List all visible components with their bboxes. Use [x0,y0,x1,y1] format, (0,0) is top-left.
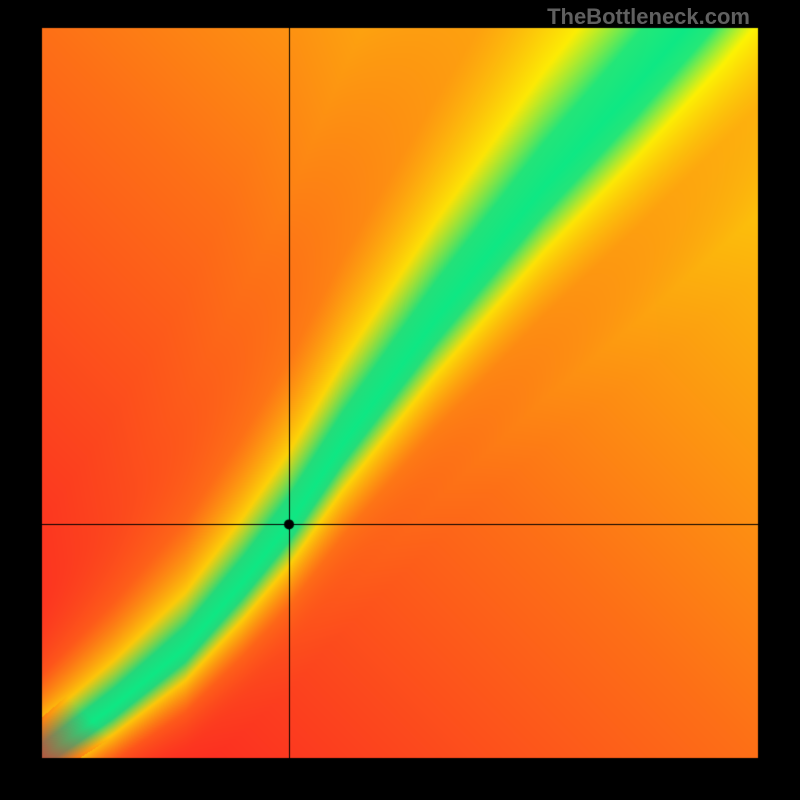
bottleneck-heatmap [0,0,800,800]
watermark: TheBottleneck.com [547,4,750,30]
